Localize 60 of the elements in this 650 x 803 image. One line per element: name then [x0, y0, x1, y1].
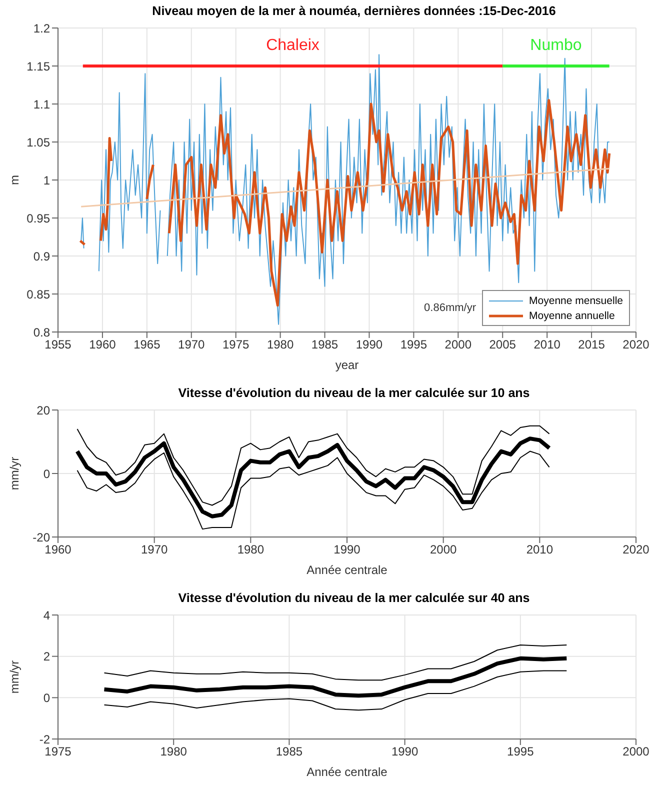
x-axis-title: year: [335, 358, 359, 372]
x-tick-label: 1970: [140, 542, 168, 557]
x-tick-label: 2010: [526, 542, 554, 557]
x-tick-label: 2020: [622, 542, 650, 557]
y-tick-label: -2: [39, 732, 50, 746]
legend-label: Moyenne annuelle: [529, 310, 615, 322]
x-axis-title: Année centrale: [306, 765, 388, 779]
x-tick-label: 1965: [134, 338, 161, 352]
x-tick-label: 2020: [622, 338, 650, 352]
x-axis-title: Année centrale: [306, 563, 388, 577]
x-tick-label: 1980: [237, 542, 264, 557]
chart-title: Vitesse d'évolution du niveau de la mer calculée sur 40 ans: [177, 590, 531, 607]
x-tick-label: 1990: [356, 338, 383, 352]
y-axis-title: mm/yr: [7, 660, 22, 694]
line-series: [102, 656, 569, 698]
x-tick-label: 2000: [622, 744, 650, 759]
line-series: [104, 644, 568, 681]
y-tick-label: 20: [36, 403, 50, 418]
x-tick-label: 1980: [266, 338, 294, 352]
y-axis-title: m: [7, 175, 22, 185]
x-tick-label: 1985: [311, 338, 338, 352]
chart-title: Niveau moyen de la mer à nouméa, dernières données :15-Dec-2016: [151, 3, 557, 20]
y-tick-label: 1: [43, 173, 50, 188]
x-tick-label: 2005: [489, 338, 516, 352]
legend-label: Moyenne mensuelle: [529, 294, 623, 306]
series-label: Chaleix: [266, 37, 320, 54]
y-tick-label: 2: [43, 650, 50, 664]
x-tick-label: 2010: [534, 338, 561, 352]
x-tick-label: 2000: [444, 338, 472, 352]
line-series: [104, 670, 568, 711]
x-tick-label: 1960: [89, 338, 116, 352]
x-tick-label: 1975: [222, 338, 250, 352]
series-label: Numbo: [530, 37, 582, 54]
x-tick-label: 1960: [44, 542, 72, 557]
y-tick-label: 0.85: [26, 287, 50, 302]
y-tick-label: 1.2: [33, 21, 50, 36]
x-tick-label: 2000: [430, 542, 458, 557]
x-tick-label: 2015: [578, 338, 606, 352]
x-tick-label: 1980: [160, 744, 188, 759]
y-tick-label: 1.1: [33, 97, 50, 112]
y-tick-label: 0.8: [33, 325, 50, 340]
chart-title: Vitesse d'évolution du niveau de la mer calculée sur 10 ans: [177, 385, 531, 402]
x-tick-label: 1995: [400, 338, 428, 352]
x-tick-label: 1985: [276, 744, 303, 759]
y-tick-label: 0.95: [26, 211, 50, 226]
y-tick-label: 0.9: [33, 249, 50, 264]
x-tick-label: 1970: [178, 338, 206, 352]
y-axis-title: mm/yr: [7, 456, 22, 490]
x-tick-label: 1975: [44, 744, 72, 759]
annotation: 0.86mm/yr: [424, 302, 476, 314]
x-tick-label: 1990: [391, 744, 418, 759]
x-tick-label: 1995: [507, 744, 534, 759]
y-tick-label: 1.15: [26, 59, 50, 74]
x-tick-label: 1955: [44, 338, 72, 352]
x-tick-label: 1990: [334, 542, 361, 557]
y-tick-label: 0: [43, 690, 50, 705]
y-tick-label: 1.05: [26, 135, 50, 150]
y-tick-label: 4: [43, 608, 50, 622]
y-tick-label: -20: [32, 530, 50, 544]
y-tick-label: 0: [43, 466, 50, 481]
